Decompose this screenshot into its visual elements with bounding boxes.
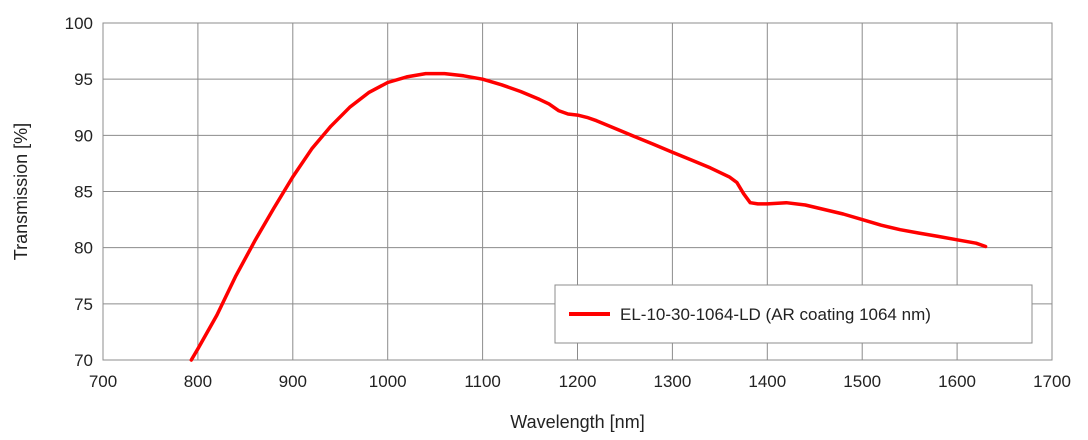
x-tick-label: 1600 xyxy=(938,372,976,391)
y-tick-label: 90 xyxy=(74,126,93,145)
y-tick-label: 80 xyxy=(74,239,93,258)
series-layer xyxy=(189,71,988,362)
legend-box xyxy=(554,284,1033,344)
x-tick-label: 800 xyxy=(184,372,212,391)
x-tick-label: 700 xyxy=(89,372,117,391)
legend: EL-10-30-1064-LD (AR coating 1064 nm) xyxy=(554,284,1033,344)
y-tick-label: 100 xyxy=(65,14,93,33)
x-tick-label: 900 xyxy=(279,372,307,391)
x-tick-label: 1100 xyxy=(464,372,501,391)
y-tick-labels: 70 75 80 85 90 95 100 xyxy=(65,14,93,370)
series-line-0 xyxy=(189,71,988,362)
x-tick-label: 1200 xyxy=(559,372,597,391)
x-tick-label: 1000 xyxy=(369,372,407,391)
x-tick-label: 1700 xyxy=(1033,372,1071,391)
legend-entry: EL-10-30-1064-LD (AR coating 1064 nm) xyxy=(620,305,931,324)
y-tick-label: 70 xyxy=(74,351,93,370)
y-tick-label: 75 xyxy=(74,295,93,314)
y-axis-label: Transmission [%] xyxy=(11,123,31,260)
plot-border xyxy=(102,22,1053,361)
x-tick-label: 1500 xyxy=(843,372,881,391)
x-tick-label: 1400 xyxy=(748,372,786,391)
x-axis-label: Wavelength [nm] xyxy=(510,412,644,432)
y-tick-label: 85 xyxy=(74,183,93,202)
x-tick-labels: 700 800 900 1000 1100 1200 1300 1400 1500 1600 170… xyxy=(89,372,1071,391)
y-tick-label: 95 xyxy=(74,70,93,89)
x-tick-label: 1300 xyxy=(653,372,691,391)
